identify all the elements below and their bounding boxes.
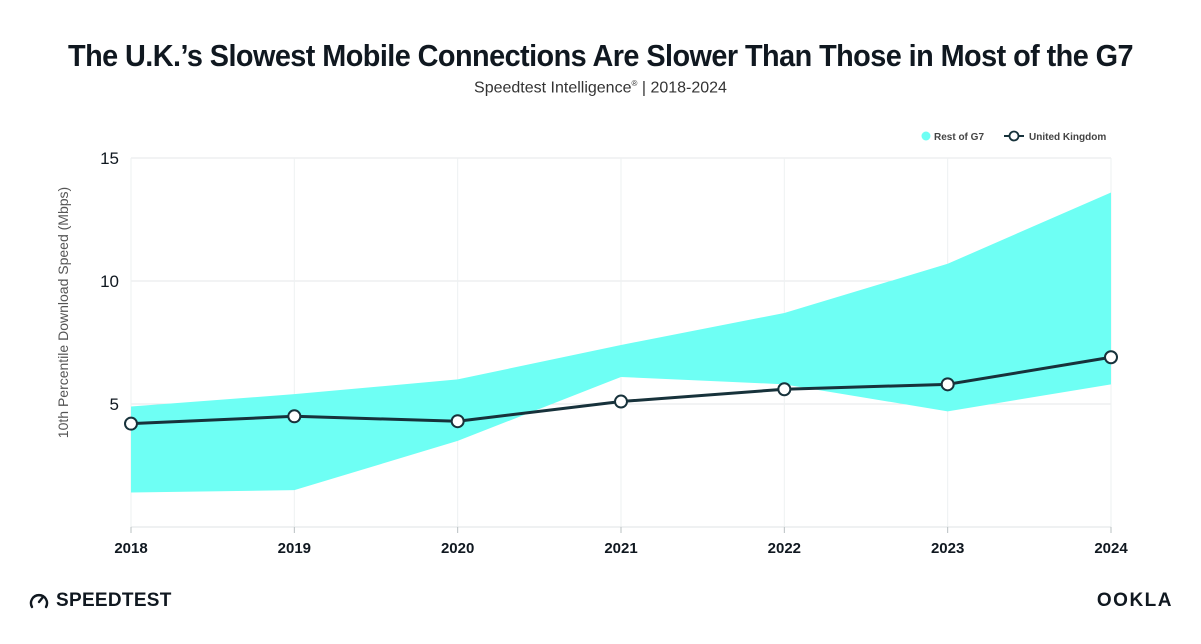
x-tick-label: 2020 — [441, 540, 474, 557]
speedometer-icon — [29, 594, 49, 609]
chart-title: The U.K.’s Slowest Mobile Connections Ar… — [68, 38, 1134, 73]
data-point-united-kingdom — [450, 414, 465, 429]
chart-subtitle: Speedtest Intelligence® | 2018-2024 — [0, 79, 1201, 97]
legend-label-rest-of-g7: Rest of G7 — [934, 132, 984, 143]
y-axis-label: 10th Percentile Download Speed (Mbps) — [55, 187, 71, 438]
ookla-wordmark: OOKLA — [1096, 590, 1173, 611]
y-tick-label: 15 — [100, 149, 119, 168]
subtitle-range: | 2018-2024 — [637, 79, 727, 97]
data-point-united-kingdom — [777, 382, 792, 397]
data-point-united-kingdom — [614, 394, 628, 409]
x-tick-label: 2024 — [1094, 540, 1128, 557]
x-tick-label: 2019 — [278, 540, 311, 557]
registered-mark: ® — [631, 79, 638, 88]
subtitle-source: Speedtest Intelligence — [474, 79, 632, 97]
speedtest-wordmark: SPEEDTEST — [56, 590, 172, 611]
x-tick-label: 2023 — [931, 540, 964, 557]
data-point-united-kingdom — [124, 416, 138, 431]
x-tick-label: 2018 — [114, 540, 147, 557]
speedtest-logo: SPEEDTEST — [28, 589, 172, 613]
y-tick-label: 5 — [110, 395, 119, 414]
data-point-united-kingdom — [940, 377, 955, 392]
ookla-logo: OOKLA — [1097, 589, 1173, 613]
legend-swatch-rest-of-g7 — [921, 131, 931, 141]
data-point-united-kingdom — [1104, 350, 1118, 365]
x-tick-label: 2021 — [604, 540, 637, 557]
x-tick-label: 2022 — [768, 540, 801, 557]
y-tick-label: 10 — [100, 272, 119, 291]
legend-marker-united-kingdom — [1008, 130, 1020, 142]
data-point-united-kingdom — [287, 409, 302, 424]
legend-label-united-kingdom: United Kingdom — [1029, 132, 1106, 143]
